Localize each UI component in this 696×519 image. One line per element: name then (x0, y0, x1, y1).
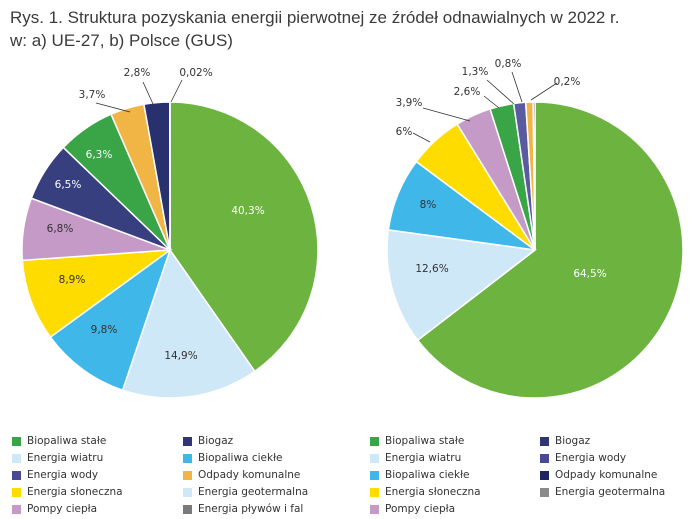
leader-line-ue27-9 (170, 79, 183, 103)
leader-line-polska-4 (422, 107, 471, 122)
data-label-ue27-8: 2,8% (124, 67, 151, 79)
data-label-ue27-3: 8,9% (59, 274, 86, 286)
data-label-ue27-0: 40,3% (231, 205, 264, 217)
data-label-ue27-9: 0,02% (179, 67, 212, 79)
data-label-ue27-2: 9,8% (91, 324, 118, 336)
leader-line-ue27-8 (142, 81, 154, 105)
data-label-polska-2: 8% (420, 199, 437, 211)
data-label-polska-7: 0,8% (495, 58, 522, 70)
data-label-polska-0: 64,5% (573, 268, 606, 280)
data-label-ue27-6: 6,3% (86, 149, 113, 161)
leader-line-ue27-7 (95, 102, 131, 113)
leader-line-polska-6 (486, 79, 515, 105)
pie-slice-polska-biopaliwa-stale-0 (416, 101, 684, 399)
pie-slice-polska-energia-wiatru-1 (386, 228, 537, 342)
data-label-ue27-5: 6,5% (55, 179, 82, 191)
pie-chart-ue27: 40,3% 14,9% 9,8% 8,9% 6,8% 6,5% 6,3% 3,7% 2,8% 0,… (21, 67, 319, 399)
data-label-polska-5: 2,6% (454, 86, 481, 98)
data-label-polska-6: 1,3% (462, 66, 489, 78)
data-label-ue27-4: 6,8% (47, 223, 74, 235)
chart-title-line2: w: a) UE-27, b) Polsce (GUS) (10, 31, 233, 50)
data-label-polska-4: 3,9% (396, 97, 423, 109)
leader-line-polska-8 (530, 82, 558, 101)
data-label-polska-3: 6% (396, 126, 413, 138)
leader-line-polska-7 (511, 71, 523, 103)
pie-slice-ue27-biopaliwa-ciekle-2 (49, 248, 172, 392)
pie-chart-polska: 64,5% 12,6% 8% 6% 3,9% 2,6% 1,3% 0,8% 0,2% (386, 58, 684, 399)
pie-slice-ue27-biopaliwa-stale-0 (169, 101, 319, 373)
data-label-polska-1: 12,6% (415, 263, 448, 275)
pie-slice-ue27-energia-sloneczna-3 (21, 249, 173, 339)
data-label-ue27-7: 3,7% (79, 89, 106, 101)
leader-line-polska-5 (483, 95, 500, 109)
data-label-polska-8: 0,2% (554, 76, 581, 88)
leader-line-polska-3 (412, 132, 431, 143)
pie-slice-polska-odpady-komunalne-8 (532, 101, 536, 251)
pie-slice-ue27-energia-wiatru-1 (121, 248, 256, 399)
chart-title-line1: Rys. 1. Struktura pozyskania energii pie… (10, 8, 620, 27)
data-label-ue27-1: 14,9% (164, 350, 197, 362)
